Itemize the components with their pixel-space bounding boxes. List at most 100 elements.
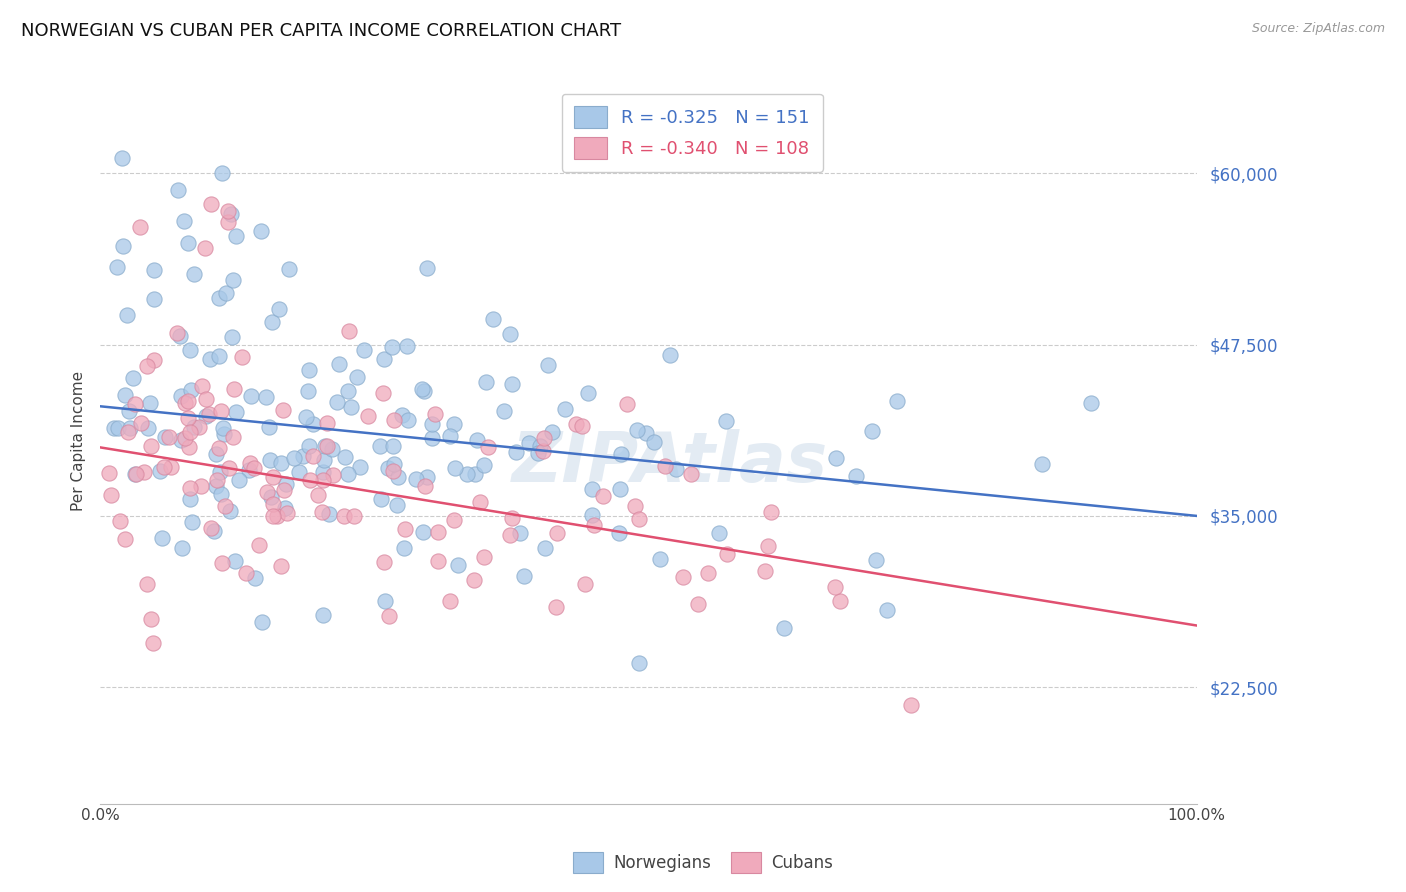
Point	[191, 379, 214, 393]
Point	[447, 558, 470, 572]
Point	[307, 488, 329, 502]
Point	[381, 439, 404, 453]
Point	[117, 425, 139, 440]
Point	[336, 384, 359, 398]
Point	[481, 312, 503, 326]
Point	[382, 464, 405, 478]
Point	[217, 215, 239, 229]
Point	[254, 390, 277, 404]
Point	[865, 553, 887, 567]
Point	[205, 447, 228, 461]
Point	[501, 510, 523, 524]
Point	[124, 467, 146, 481]
Point	[217, 204, 239, 219]
Point	[754, 564, 776, 578]
Point	[173, 213, 195, 227]
Point	[332, 508, 354, 523]
Point	[509, 526, 531, 541]
Point	[222, 429, 245, 443]
Point	[714, 414, 737, 428]
Point	[200, 521, 222, 535]
Point	[316, 417, 339, 431]
Point	[391, 409, 413, 423]
Text: Source: ZipAtlas.com: Source: ZipAtlas.com	[1251, 22, 1385, 36]
Point	[136, 359, 159, 373]
Point	[143, 353, 166, 368]
Point	[337, 324, 360, 338]
Point	[456, 467, 478, 482]
Point	[292, 449, 315, 463]
Point	[337, 467, 360, 482]
Point	[368, 439, 391, 453]
Point	[111, 239, 134, 253]
Point	[287, 465, 309, 479]
Point	[426, 524, 449, 539]
Point	[198, 352, 221, 367]
Point	[416, 260, 439, 275]
Legend: R = -0.325   N = 151, R = -0.340   N = 108: R = -0.325 N = 151, R = -0.340 N = 108	[562, 94, 823, 172]
Point	[574, 577, 596, 591]
Point	[465, 434, 488, 448]
Point	[152, 460, 174, 475]
Point	[302, 449, 325, 463]
Point	[474, 376, 496, 390]
Point	[886, 394, 908, 409]
Point	[105, 260, 128, 274]
Point	[269, 301, 291, 316]
Point	[298, 439, 321, 453]
Point	[136, 420, 159, 434]
Point	[266, 508, 288, 523]
Point	[222, 273, 245, 287]
Point	[179, 425, 201, 439]
Point	[205, 473, 228, 487]
Point	[142, 636, 165, 650]
Point	[125, 467, 148, 482]
Point	[1080, 396, 1102, 410]
Point	[219, 207, 242, 221]
Point	[179, 491, 201, 506]
Point	[616, 397, 638, 411]
Point	[98, 466, 121, 480]
Point	[142, 292, 165, 306]
Point	[224, 554, 246, 568]
Point	[150, 531, 173, 545]
Point	[114, 532, 136, 546]
Point	[194, 409, 217, 423]
Point	[259, 453, 281, 467]
Point	[256, 485, 278, 500]
Point	[830, 593, 852, 607]
Point	[423, 407, 446, 421]
Point	[464, 467, 486, 482]
Point	[759, 505, 782, 519]
Point	[534, 541, 557, 556]
Point	[415, 478, 437, 492]
Point	[688, 597, 710, 611]
Point	[302, 417, 325, 431]
Point	[114, 388, 136, 402]
Point	[876, 602, 898, 616]
Point	[382, 457, 405, 471]
Point	[211, 166, 233, 180]
Point	[654, 459, 676, 474]
Point	[198, 407, 221, 421]
Point	[273, 483, 295, 497]
Point	[583, 518, 606, 533]
Point	[900, 698, 922, 712]
Point	[128, 219, 150, 234]
Point	[581, 482, 603, 496]
Point	[537, 358, 560, 372]
Point	[183, 267, 205, 281]
Point	[626, 423, 648, 437]
Point	[381, 340, 404, 354]
Point	[204, 479, 226, 493]
Point	[295, 410, 318, 425]
Point	[533, 431, 555, 445]
Point	[396, 413, 419, 427]
Point	[259, 420, 281, 434]
Point	[696, 566, 718, 581]
Point	[276, 507, 298, 521]
Point	[628, 511, 651, 525]
Point	[634, 425, 657, 440]
Point	[273, 402, 295, 417]
Point	[426, 554, 449, 568]
